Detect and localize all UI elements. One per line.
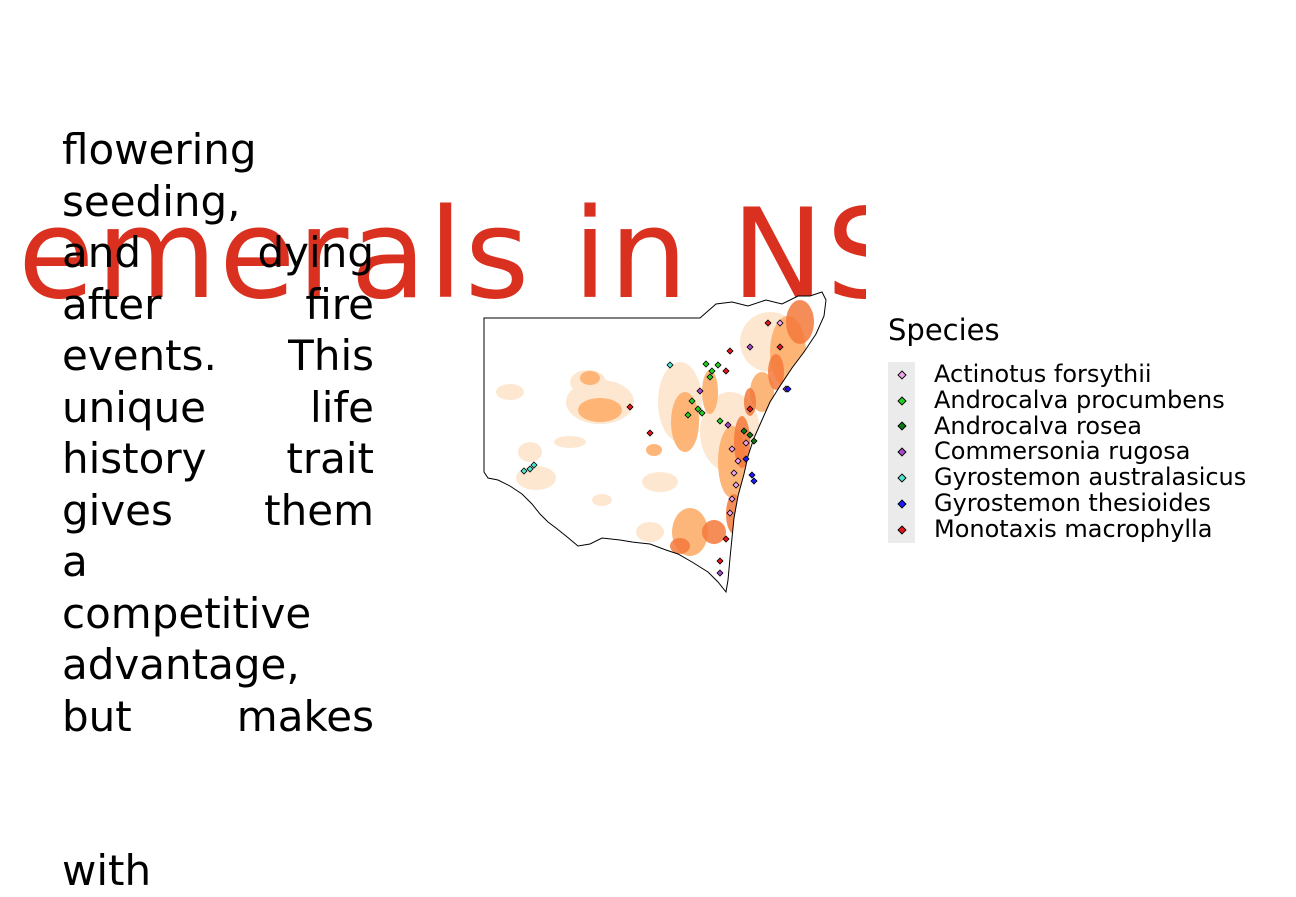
map-point: [684, 411, 692, 419]
map-point: [764, 319, 772, 327]
legend-key: [888, 465, 915, 491]
map-point: [726, 347, 734, 355]
map-point: [706, 373, 714, 381]
legend-label: Actinotus forsythii: [934, 360, 1152, 388]
map-point: [732, 481, 740, 489]
map-point: [740, 427, 748, 435]
diamond-icon: [896, 499, 907, 509]
map-point: [696, 387, 704, 395]
map-point: [526, 465, 534, 473]
map-point: [728, 495, 736, 503]
diamond-icon: [896, 473, 907, 483]
body-line: advantage,: [62, 640, 300, 689]
legend-label: Gyrostemon thesioides: [934, 488, 1211, 517]
map-point: [688, 397, 696, 405]
legend-label: Monotaxis macrophylla: [934, 514, 1213, 543]
map-point: [748, 471, 756, 479]
legend-item: Monotaxis macrophylla: [888, 514, 1288, 543]
map-point: [520, 467, 528, 475]
species-points: [520, 319, 792, 577]
legend-key: [888, 413, 915, 440]
body-line: competitive: [62, 588, 312, 638]
map-point: [722, 367, 730, 375]
map-point: [530, 461, 538, 469]
map-point: [714, 361, 722, 369]
body-text: flowering seeding, and dying after fire …: [62, 124, 374, 897]
map-point: [730, 469, 738, 477]
map-point: [776, 319, 784, 327]
map-point: [722, 535, 730, 543]
legend-item: Commersonia rugosa: [888, 437, 1288, 466]
map-point: [750, 477, 758, 485]
diamond-icon: [896, 447, 907, 457]
legend-label: Gyrostemon australasicus: [934, 463, 1247, 492]
map-point: [746, 405, 754, 413]
body-line: a: [62, 537, 88, 586]
legend-item: Gyrostemon thesioides: [888, 488, 1288, 517]
map-point: [734, 457, 742, 465]
body-line: events. This: [62, 331, 374, 380]
legend-item: Actinotus forsythii: [888, 360, 1288, 388]
legend-key: [888, 362, 915, 388]
legend-item: Gyrostemon australasicus: [888, 463, 1288, 492]
map-point: [742, 455, 750, 463]
map-point: [716, 557, 724, 565]
diamond-icon: [896, 370, 907, 380]
nsw-map: [483, 291, 827, 593]
legend-key: [888, 516, 915, 543]
map-point: [728, 445, 736, 453]
map-point: [784, 385, 792, 393]
map-point: [716, 417, 724, 425]
map-point: [698, 409, 706, 417]
legend: Species Actinotus forsythii Androcalva pr…: [888, 312, 1288, 543]
diamond-icon: [896, 525, 907, 535]
map-point: [666, 361, 674, 369]
map-point: [708, 367, 716, 375]
legend-item: Androcalva procumbens: [888, 385, 1288, 414]
map-point: [626, 403, 634, 411]
map-point: [646, 429, 654, 437]
map-point: [746, 343, 754, 351]
body-line: unique life: [62, 382, 374, 432]
body-line: and dying: [62, 228, 374, 277]
body-line: but makes: [62, 691, 374, 741]
map-point: [702, 360, 710, 368]
legend-key: [888, 439, 915, 466]
map-point: [746, 431, 754, 439]
fire-extent-layer: [496, 300, 814, 556]
legend-key: [888, 490, 915, 517]
map-point: [694, 405, 702, 413]
map-point: [726, 509, 734, 517]
legend-label: Androcalva rosea: [934, 411, 1142, 440]
legend-label: Androcalva procumbens: [934, 385, 1225, 414]
map-point: [776, 343, 784, 351]
map-point: [716, 569, 724, 577]
legend-label: Commersonia rugosa: [934, 437, 1191, 466]
map-point: [724, 421, 732, 429]
legend-title: Species: [888, 313, 1000, 347]
diamond-icon: [896, 421, 907, 432]
body-line: history trait: [62, 434, 374, 483]
legend-item: Androcalva rosea: [888, 411, 1288, 440]
map-point: [742, 439, 750, 447]
diamond-icon: [896, 396, 907, 406]
body-line: seeding,: [62, 176, 241, 226]
body-line: after fire: [62, 279, 374, 329]
map-point: [750, 437, 758, 445]
legend-key: [888, 387, 915, 414]
body-line: with: [62, 846, 152, 895]
body-line: gives them: [62, 485, 374, 535]
body-line: flowering: [62, 125, 257, 174]
